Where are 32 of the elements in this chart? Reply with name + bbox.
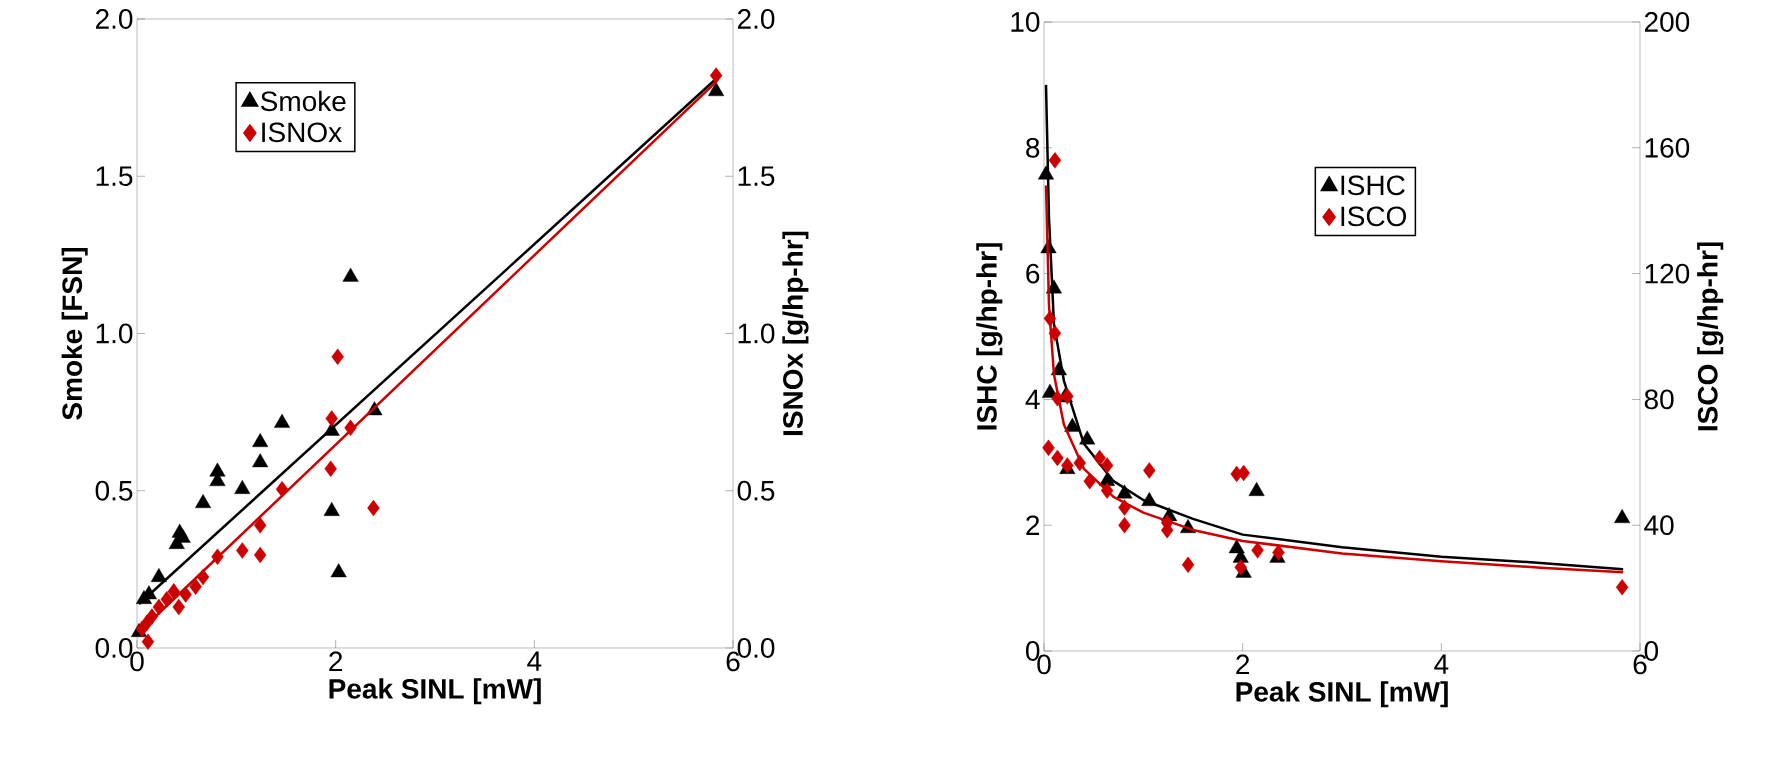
y-tick-label: 4 <box>1025 389 1040 410</box>
y2-tick-label: 0.5 <box>737 480 775 501</box>
y2-axis-title: ISCO [g/hp-hr] <box>1697 242 1724 431</box>
y-tick-label: 1.5 <box>96 166 133 186</box>
y-tick-label: 2.0 <box>95 9 133 29</box>
y2-tick-label: 200 <box>1644 12 1690 32</box>
legend-label: ISHC <box>1341 175 1405 196</box>
legend-label: ISCO <box>1341 206 1407 227</box>
x-tick-label: 2 <box>329 651 343 672</box>
y2-tick-label: 120 <box>1645 263 1690 284</box>
y-tick-label: 2 <box>1026 515 1040 535</box>
y-axis-title: ISHC [g/hp-hr] <box>976 243 1003 430</box>
x-tick-label: 2 <box>1236 654 1250 675</box>
y2-tick-label: 80 <box>1644 389 1674 410</box>
x-tick-label: 4 <box>527 651 542 671</box>
y2-tick-label: 160 <box>1645 137 1690 158</box>
y-tick-label: 8 <box>1026 137 1040 158</box>
y2-tick-label: 2.0 <box>737 9 775 29</box>
y-tick-label: 10 <box>1011 12 1040 32</box>
legend-label: Smoke <box>260 90 346 112</box>
y-tick-label: 0.5 <box>95 480 133 501</box>
x-axis-title: Peak SINL [mW] <box>329 678 541 705</box>
x-tick-label: 4 <box>1434 654 1449 674</box>
y2-axis-title: ISNOx [g/hp-hr] <box>782 231 809 436</box>
y-axis-title: Smoke [FSN] <box>61 247 88 420</box>
x-axis-title: Peak SINL [mW] <box>1236 681 1448 708</box>
y2-tick-label: 1.0 <box>738 323 775 344</box>
y2-tick-label: 40 <box>1644 515 1674 536</box>
legend-label: ISNOx <box>262 122 342 143</box>
y-tick-label: 1.0 <box>96 323 133 344</box>
y-tick-label: 6 <box>1026 263 1040 284</box>
y2-tick-label: 1.5 <box>738 166 775 186</box>
